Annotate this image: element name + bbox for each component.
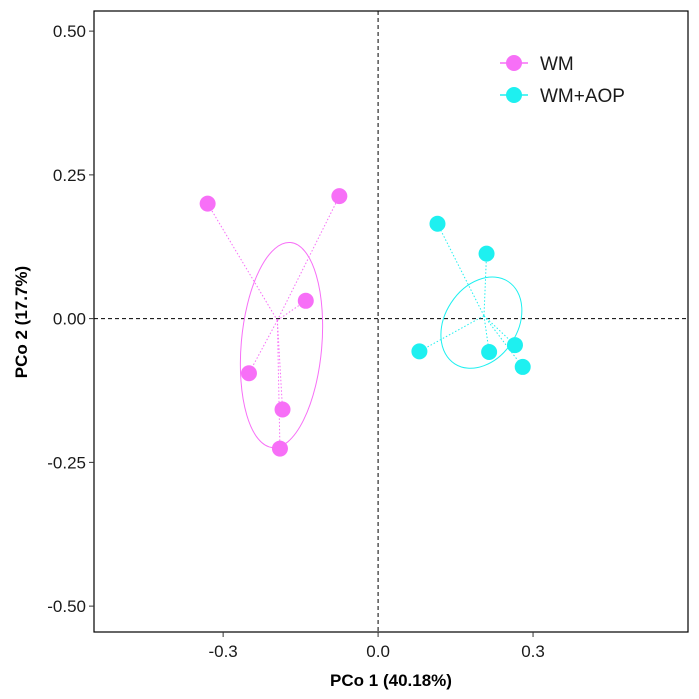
spider-line-wm-aop-6 [483, 315, 524, 368]
data-point-wm-aop-4 [481, 343, 498, 360]
legend-label-wm: WM [540, 54, 574, 75]
spider-line-wm-6 [276, 320, 281, 449]
y-tick-label-2: -0.25 [47, 453, 86, 472]
x-tick-label-1: -0.3 [208, 642, 237, 661]
legend-item-wm: WM [500, 54, 574, 75]
data-point-wm-2 [331, 188, 348, 205]
y-tick-label-3: 0.00 [53, 310, 86, 329]
plot-area [94, 11, 688, 632]
y-axis-title: PCo 2 (17.7%) [12, 266, 31, 378]
spider-line-wm-5 [276, 320, 284, 410]
legend-marker-wm-aop [506, 87, 522, 103]
data-point-wm-aop-5 [506, 337, 523, 354]
axes: -0.3 0.0 0.3 -0.50 -0.25 0.00 0.25 0.50 [47, 10, 689, 661]
x-axis-title: PCo 1 (40.18%) [330, 671, 452, 690]
legend-marker-wm [506, 55, 522, 71]
data-point-wm-aop-1 [429, 215, 446, 232]
x-tick-label-3: 0.3 [521, 642, 545, 661]
data-point-wm-aop-3 [411, 343, 428, 360]
data-point-wm-aop-6 [514, 358, 531, 375]
legend: WM WM+AOP [500, 54, 625, 107]
y-tick-label-4: 0.25 [53, 166, 86, 185]
data-point-wm-4 [240, 365, 257, 382]
legend-label-wm-aop: WM+AOP [540, 86, 625, 107]
data-point-wm-3 [297, 292, 314, 309]
spider-line-wm-2 [276, 195, 340, 321]
spider-line-wm-1 [207, 203, 278, 321]
x-tick-label-2: 0.0 [366, 642, 390, 661]
y-tick-label-1: -0.50 [47, 597, 86, 616]
series-wm-aop [411, 215, 531, 375]
y-tick-label-5: 0.50 [53, 22, 86, 41]
spider-line-wm-4 [248, 320, 278, 374]
legend-item-wm-aop: WM+AOP [500, 86, 625, 107]
spider-line-wm-aop-4 [483, 315, 490, 353]
data-point-wm-1 [199, 195, 216, 212]
series-wm [199, 188, 348, 457]
plot-frame [93, 10, 689, 633]
data-point-wm-aop-2 [478, 245, 495, 262]
data-point-wm-6 [271, 440, 288, 457]
data-point-wm-5 [274, 401, 291, 418]
